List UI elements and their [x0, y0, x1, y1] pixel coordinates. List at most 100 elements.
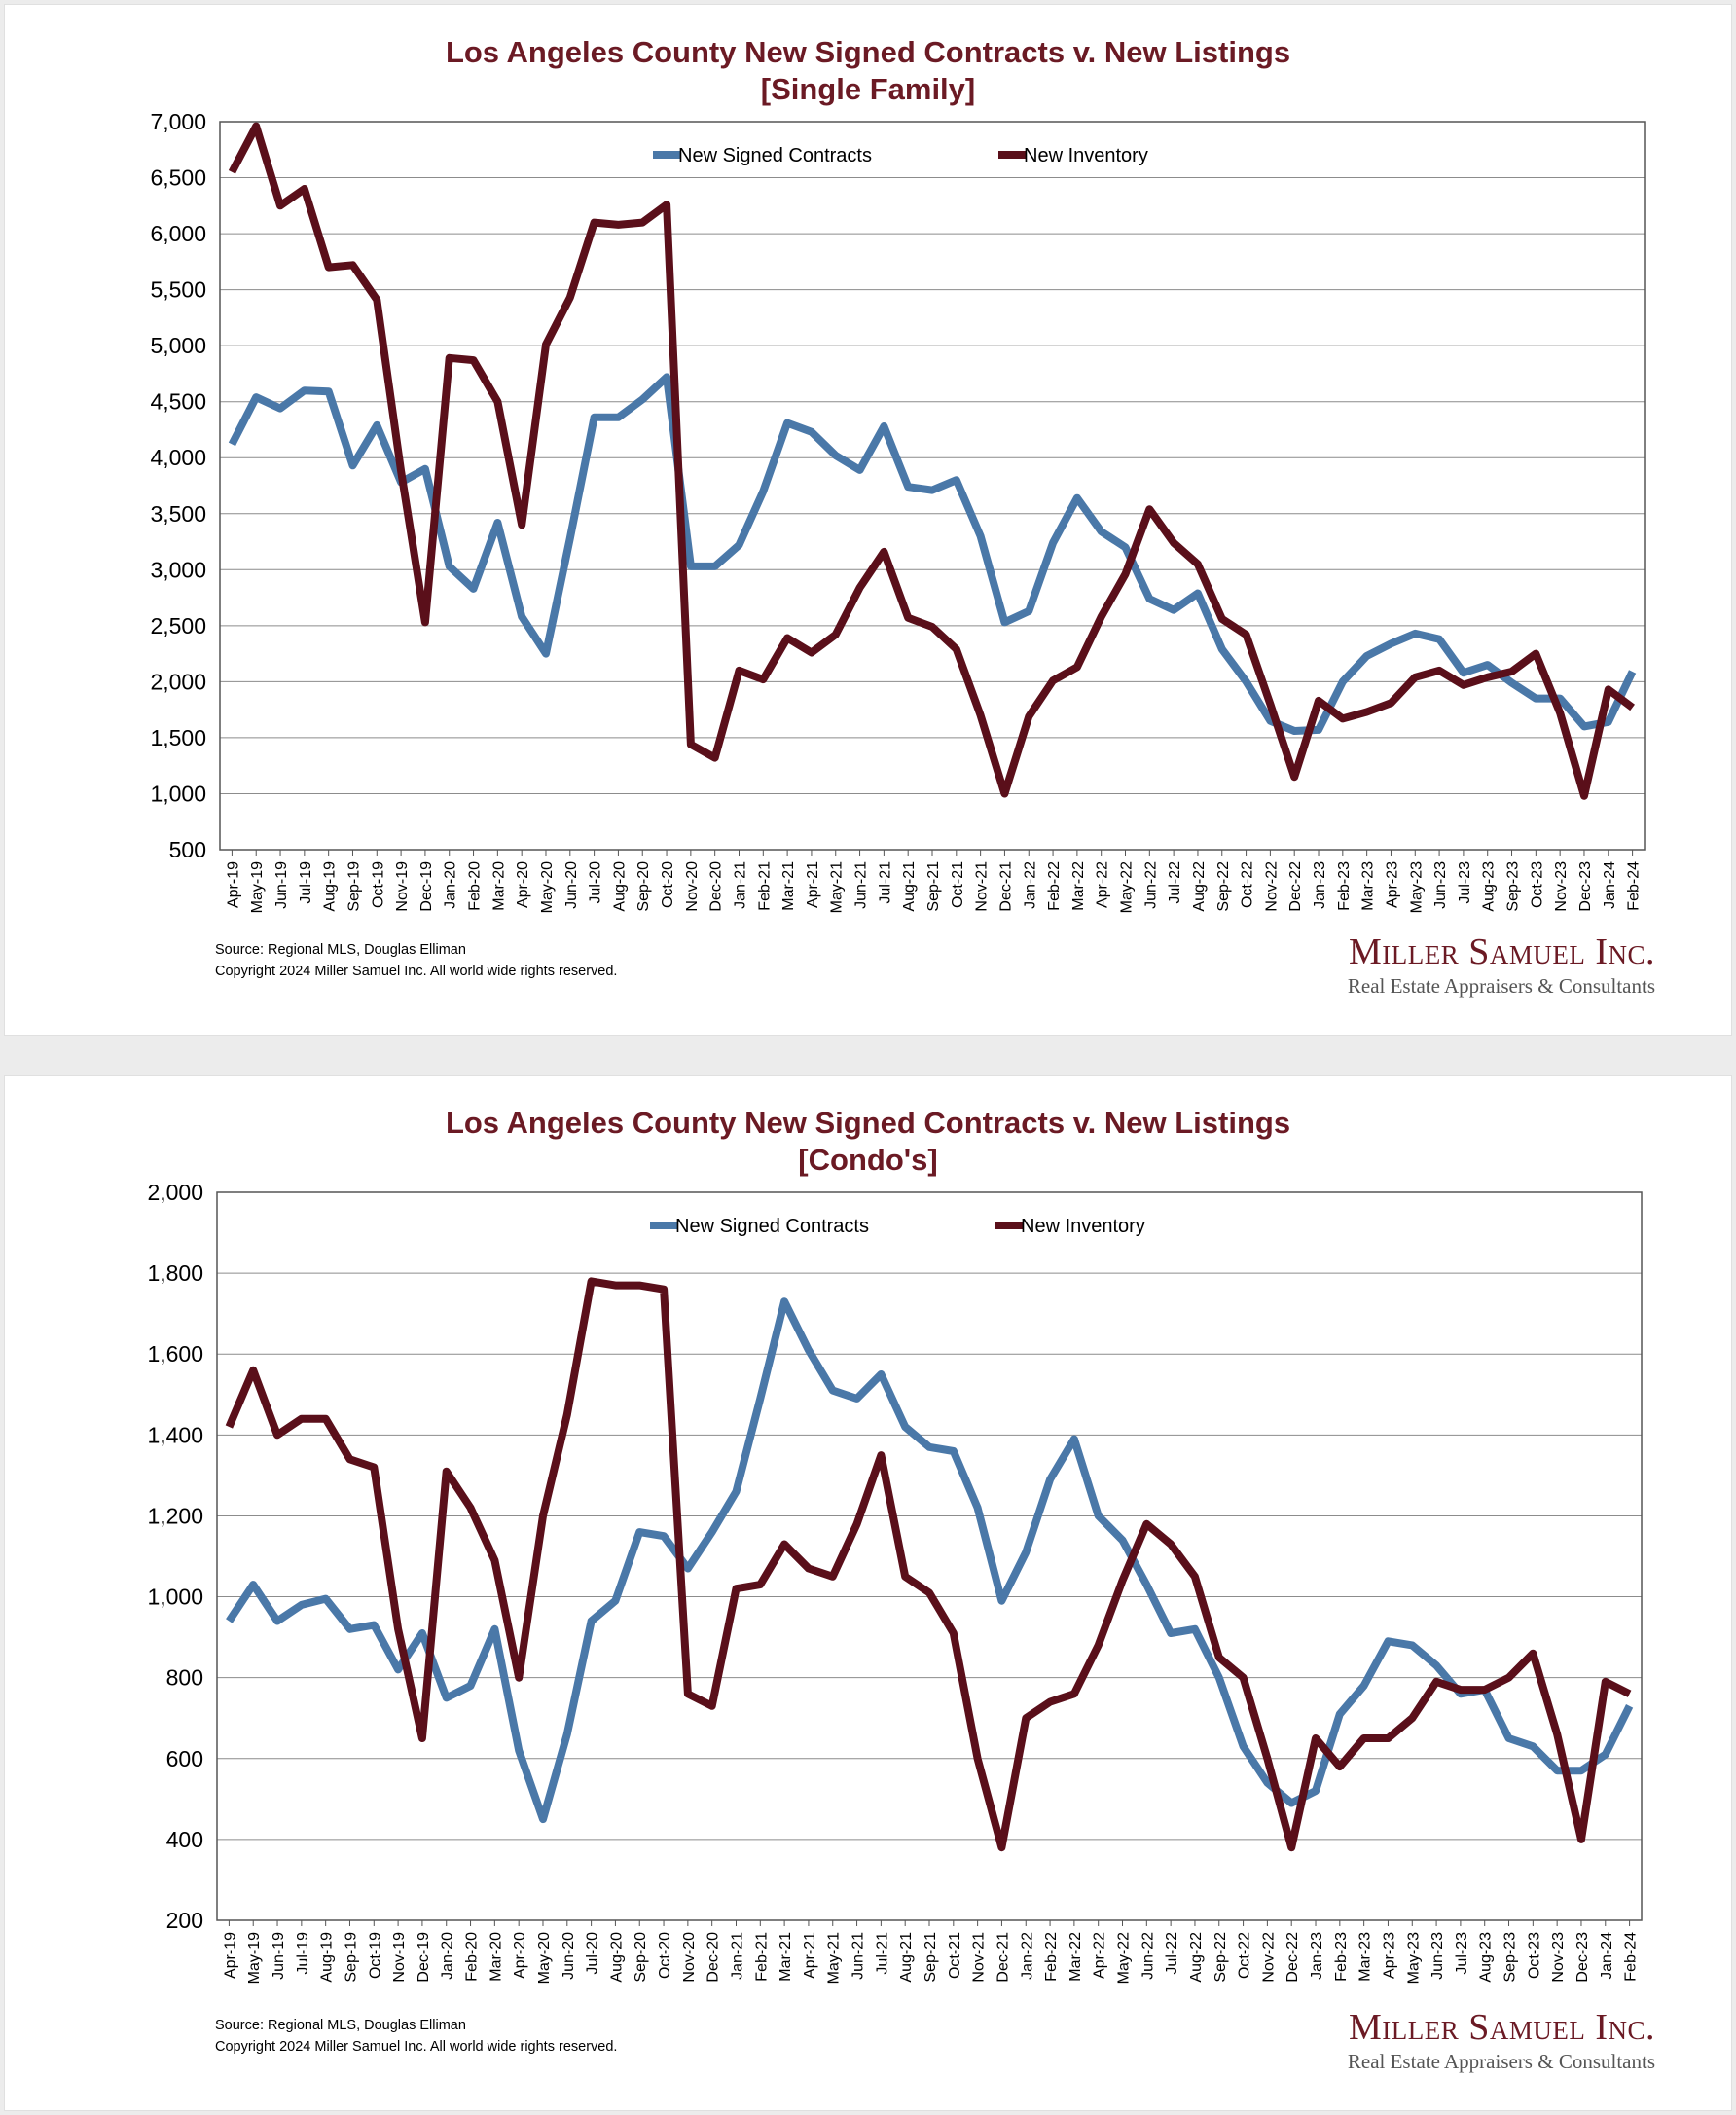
x-tick-label: Aug-19	[322, 861, 339, 912]
x-tick-label: Apr-19	[222, 1932, 238, 1979]
x-tick-label: May-23	[1405, 1932, 1422, 1984]
chart-title: Los Angeles County New Signed Contracts …	[5, 1105, 1731, 1179]
x-tick-label: Jan-23	[1309, 1932, 1325, 1980]
x-tick-label: Jul-23	[1457, 861, 1473, 904]
chart-title-line: Los Angeles County New Signed Contracts …	[445, 35, 1291, 69]
x-tick-label: Jan-24	[1599, 1932, 1615, 1980]
x-tick-label: May-22	[1119, 861, 1136, 913]
x-tick-label: Apr-19	[225, 861, 241, 908]
y-tick-label: 1,600	[147, 1341, 203, 1367]
chart-title: Los Angeles County New Signed Contracts …	[5, 34, 1731, 108]
x-tick-label: Aug-23	[1478, 1932, 1495, 1983]
x-tick-label: Feb-24	[1623, 1932, 1640, 1982]
x-tick-label: Mar-20	[488, 1932, 504, 1982]
x-tick-label: Apr-23	[1384, 861, 1400, 908]
x-tick-label: Oct-20	[657, 1932, 673, 1979]
x-tick-label: Jul-22	[1164, 1932, 1180, 1975]
x-tick-label: Nov-20	[681, 1932, 698, 1983]
x-tick-label: Mar-20	[490, 861, 507, 911]
x-tick-label: Feb-21	[753, 1932, 770, 1982]
chart-footer: Source: Regional MLS, Douglas Elliman Co…	[215, 2015, 617, 2058]
x-tick-label: Dec-19	[416, 1932, 432, 1983]
x-tick-label: Feb-22	[1043, 1932, 1060, 1982]
x-tick-label: Apr-20	[515, 861, 531, 908]
x-tick-label: Dec-23	[1577, 861, 1594, 912]
x-tick-label: Oct-19	[367, 1932, 383, 1979]
x-tick-label: Nov-21	[974, 861, 991, 912]
x-tick-label: May-21	[826, 1932, 843, 1984]
x-tick-label: Dec-23	[1574, 1932, 1591, 1983]
brand-logo: Miller Samuel Inc. Real Estate Appraiser…	[1348, 931, 1655, 1000]
x-tick-label: Oct-23	[1529, 861, 1545, 908]
x-tick-label: May-20	[536, 1932, 553, 1984]
x-tick-label: May-23	[1408, 861, 1425, 913]
x-tick-label: Apr-20	[512, 1932, 528, 1979]
x-tick-label: Aug-22	[1188, 1932, 1205, 1983]
y-tick-label: 4,000	[150, 445, 206, 470]
x-tick-label: Apr-23	[1381, 1932, 1397, 1979]
chart-subtitle-line: [Condo's]	[798, 1143, 938, 1177]
x-tick-label: Nov-23	[1553, 861, 1570, 912]
y-tick-label: 800	[166, 1665, 203, 1691]
x-tick-label: Dec-20	[705, 1932, 722, 1983]
x-tick-label: Jan-22	[1019, 1932, 1035, 1980]
y-tick-label: 6,500	[150, 165, 206, 191]
x-tick-label: Oct-23	[1526, 1932, 1542, 1979]
series-line-new-inventory	[228, 122, 1635, 800]
plot-area	[219, 121, 1646, 851]
copyright-note: Copyright 2024 Miller Samuel Inc. All wo…	[215, 964, 618, 979]
x-tick-label: Jun-23	[1432, 861, 1449, 909]
x-tick-label: Jul-22	[1167, 861, 1183, 904]
x-tick-label: Mar-23	[1357, 1932, 1374, 1982]
y-tick-label: 5,500	[150, 277, 206, 303]
x-tick-label: Sep-22	[1215, 861, 1232, 912]
x-tick-label: Sep-22	[1212, 1932, 1229, 1983]
x-tick-label: Mar-23	[1360, 861, 1377, 911]
x-tick-label: Aug-19	[319, 1932, 336, 1983]
x-tick-label: Feb-23	[1333, 1932, 1350, 1982]
y-tick-label: 1,500	[150, 725, 206, 750]
y-tick-label: 500	[169, 837, 206, 862]
x-tick-label: Dec-21	[997, 861, 1014, 912]
x-tick-label: Mar-22	[1070, 861, 1087, 911]
x-tick-label: May-22	[1116, 1932, 1133, 1984]
plot-area	[216, 1191, 1643, 1921]
x-tick-label: Oct-22	[1237, 1932, 1253, 1979]
x-tick-label: Sep-20	[635, 861, 652, 912]
x-tick-label: Nov-19	[391, 1932, 408, 1983]
x-tick-label: Jun-22	[1142, 861, 1159, 909]
x-tick-label: Oct-21	[950, 861, 966, 908]
y-tick-label: 2,000	[147, 1180, 203, 1205]
chart-panel-single-family: Los Angeles County New Signed Contracts …	[4, 4, 1732, 1036]
x-tick-label: May-21	[829, 861, 846, 913]
x-tick-label: Feb-23	[1336, 861, 1353, 911]
x-tick-label: Jun-21	[850, 1932, 867, 1980]
x-tick-label: May-20	[539, 861, 556, 913]
series-line-new-signed-contracts	[226, 1297, 1634, 1824]
x-tick-label: Sep-23	[1502, 1932, 1519, 1983]
x-tick-label: Apr-22	[1092, 1932, 1108, 1979]
x-tick-label: Jan-23	[1312, 861, 1328, 909]
x-tick-label: Sep-19	[343, 1932, 359, 1983]
x-tick-label: Nov-23	[1550, 1932, 1567, 1983]
x-tick-label: Sep-21	[925, 861, 942, 912]
x-tick-label: Jan-22	[1022, 861, 1038, 909]
line-chart-condo: 200 400 600 800 1,000 1,200 1,400 1,600 1,800 2,0…	[147, 1180, 1643, 1984]
x-tick-label: Jul-19	[295, 1932, 311, 1975]
x-tick-label: Jul-21	[874, 1932, 890, 1975]
y-tick-label: 2,000	[150, 669, 206, 694]
x-tick-label: Feb-24	[1626, 861, 1643, 911]
x-tick-label: Feb-22	[1046, 861, 1063, 911]
x-tick-label: Feb-20	[467, 861, 484, 911]
series-line-new-inventory	[225, 1277, 1632, 1852]
x-tick-label: Jul-20	[585, 1932, 601, 1975]
x-tick-label: Sep-20	[633, 1932, 649, 1983]
x-tick-label: Sep-19	[345, 861, 362, 912]
x-tick-label: Jun-22	[1139, 1932, 1156, 1980]
x-tick-label: Nov-20	[684, 861, 701, 912]
x-tick-label: Apr-21	[805, 861, 821, 908]
x-tick-label: Jan-20	[443, 861, 459, 909]
x-tick-label: Dec-21	[995, 1932, 1011, 1983]
x-tick-label: Sep-23	[1505, 861, 1522, 912]
x-tick-label: Nov-19	[394, 861, 411, 912]
